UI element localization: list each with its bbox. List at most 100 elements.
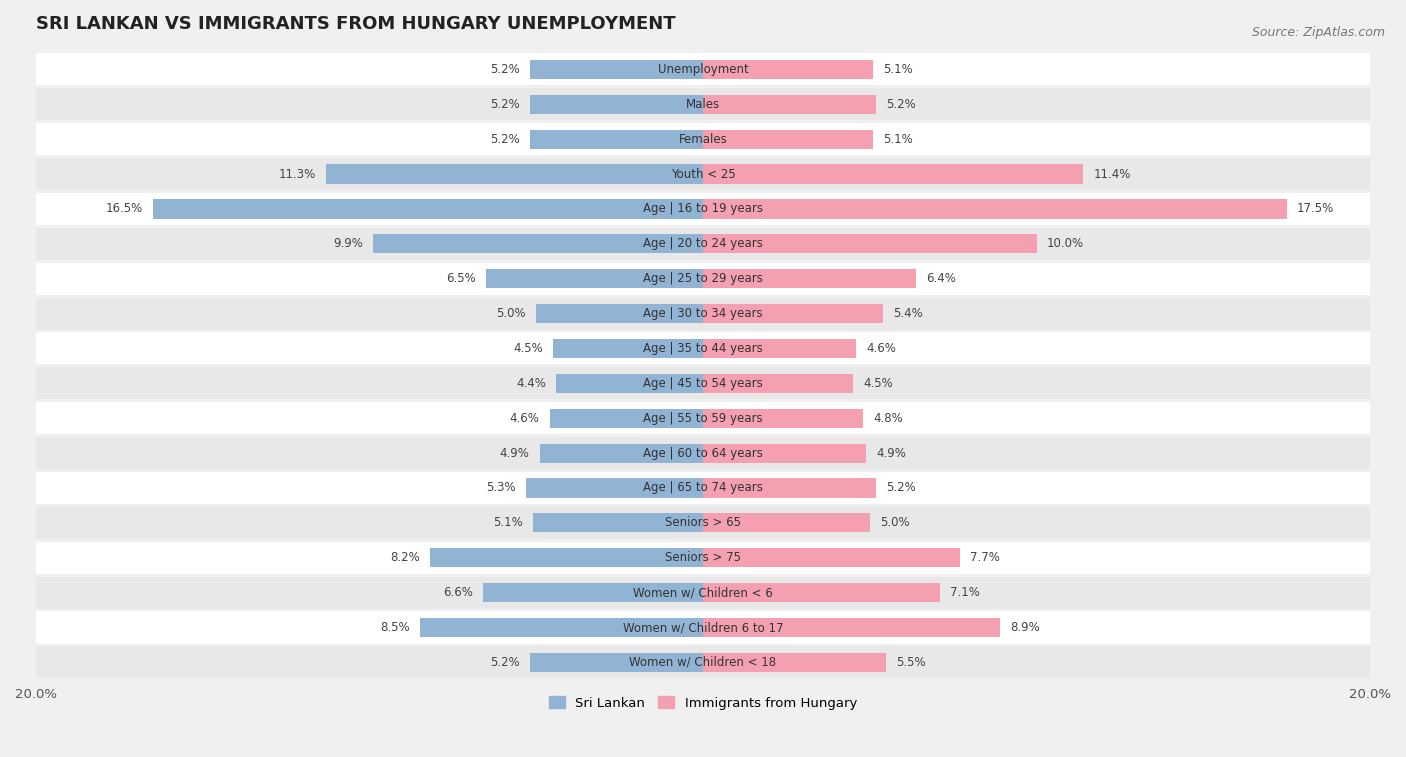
Bar (703, 164, 1083, 184)
Legend: Sri Lankan, Immigrants from Hungary: Sri Lankan, Immigrants from Hungary (544, 691, 862, 715)
Text: 7.1%: 7.1% (950, 586, 980, 599)
Text: 4.9%: 4.9% (499, 447, 530, 459)
Bar (557, 374, 703, 393)
Text: Age | 16 to 19 years: Age | 16 to 19 years (643, 202, 763, 216)
Text: Seniors > 65: Seniors > 65 (665, 516, 741, 529)
Text: Males: Males (686, 98, 720, 111)
Text: Source: ZipAtlas.com: Source: ZipAtlas.com (1251, 26, 1385, 39)
Text: Age | 45 to 54 years: Age | 45 to 54 years (643, 377, 763, 390)
Text: 5.1%: 5.1% (494, 516, 523, 529)
Bar (37, 612, 1369, 643)
Text: 5.2%: 5.2% (489, 656, 520, 669)
Text: 5.2%: 5.2% (489, 98, 520, 111)
Text: 4.8%: 4.8% (873, 412, 903, 425)
Text: Women w/ Children < 18: Women w/ Children < 18 (630, 656, 776, 669)
Bar (530, 653, 703, 672)
Bar (703, 618, 1000, 637)
Text: 11.4%: 11.4% (1094, 167, 1130, 180)
Text: 5.2%: 5.2% (489, 63, 520, 76)
Text: 4.9%: 4.9% (876, 447, 907, 459)
Bar (37, 53, 1369, 86)
Text: 4.6%: 4.6% (510, 412, 540, 425)
Text: Age | 55 to 59 years: Age | 55 to 59 years (643, 412, 763, 425)
Bar (530, 95, 703, 114)
Text: 6.6%: 6.6% (443, 586, 472, 599)
Text: Women w/ Children 6 to 17: Women w/ Children 6 to 17 (623, 621, 783, 634)
Bar (533, 513, 703, 532)
Bar (326, 164, 703, 184)
Bar (530, 60, 703, 79)
Text: 5.2%: 5.2% (886, 98, 917, 111)
Text: Women w/ Children < 6: Women w/ Children < 6 (633, 586, 773, 599)
Text: 6.4%: 6.4% (927, 273, 956, 285)
Text: 5.2%: 5.2% (489, 132, 520, 145)
Text: Unemployment: Unemployment (658, 63, 748, 76)
Bar (703, 513, 870, 532)
Text: 4.5%: 4.5% (513, 342, 543, 355)
Text: 6.5%: 6.5% (447, 273, 477, 285)
Bar (373, 234, 703, 254)
Bar (703, 478, 876, 497)
Bar (703, 444, 866, 463)
Bar (703, 548, 960, 567)
Text: 4.6%: 4.6% (866, 342, 896, 355)
Text: 16.5%: 16.5% (105, 202, 143, 216)
Bar (703, 409, 863, 428)
Bar (37, 298, 1369, 329)
Text: Females: Females (679, 132, 727, 145)
Text: Age | 30 to 34 years: Age | 30 to 34 years (643, 307, 763, 320)
Bar (153, 199, 703, 219)
Text: 9.9%: 9.9% (333, 237, 363, 251)
Bar (703, 199, 1286, 219)
Text: 5.3%: 5.3% (486, 481, 516, 494)
Text: Age | 60 to 64 years: Age | 60 to 64 years (643, 447, 763, 459)
Text: 10.0%: 10.0% (1046, 237, 1084, 251)
Bar (37, 472, 1369, 504)
Text: 8.2%: 8.2% (389, 551, 419, 564)
Text: 7.7%: 7.7% (970, 551, 1000, 564)
Bar (37, 367, 1369, 400)
Text: 4.4%: 4.4% (516, 377, 547, 390)
Bar (703, 95, 876, 114)
Bar (37, 158, 1369, 190)
Bar (703, 653, 886, 672)
Bar (37, 123, 1369, 155)
Text: 5.1%: 5.1% (883, 132, 912, 145)
Bar (703, 583, 939, 603)
Bar (37, 437, 1369, 469)
Text: 4.5%: 4.5% (863, 377, 893, 390)
Bar (37, 646, 1369, 678)
Bar (703, 304, 883, 323)
Bar (540, 444, 703, 463)
Bar (703, 234, 1036, 254)
Bar (37, 263, 1369, 294)
Text: Age | 65 to 74 years: Age | 65 to 74 years (643, 481, 763, 494)
Text: Youth < 25: Youth < 25 (671, 167, 735, 180)
Bar (530, 129, 703, 148)
Bar (553, 339, 703, 358)
Bar (703, 339, 856, 358)
Text: SRI LANKAN VS IMMIGRANTS FROM HUNGARY UNEMPLOYMENT: SRI LANKAN VS IMMIGRANTS FROM HUNGARY UN… (37, 15, 676, 33)
Bar (37, 332, 1369, 365)
Bar (37, 577, 1369, 609)
Bar (37, 193, 1369, 225)
Bar (486, 269, 703, 288)
Bar (526, 478, 703, 497)
Text: 5.4%: 5.4% (893, 307, 922, 320)
Bar (703, 269, 917, 288)
Text: 11.3%: 11.3% (278, 167, 316, 180)
Text: 5.1%: 5.1% (883, 63, 912, 76)
Text: 5.0%: 5.0% (880, 516, 910, 529)
Text: 8.5%: 8.5% (380, 621, 409, 634)
Bar (482, 583, 703, 603)
Text: 8.9%: 8.9% (1010, 621, 1039, 634)
Bar (703, 60, 873, 79)
Text: Age | 20 to 24 years: Age | 20 to 24 years (643, 237, 763, 251)
Bar (37, 542, 1369, 574)
Text: 5.2%: 5.2% (886, 481, 917, 494)
Bar (703, 374, 853, 393)
Bar (536, 304, 703, 323)
Bar (37, 507, 1369, 539)
Bar (37, 402, 1369, 435)
Text: 5.5%: 5.5% (897, 656, 927, 669)
